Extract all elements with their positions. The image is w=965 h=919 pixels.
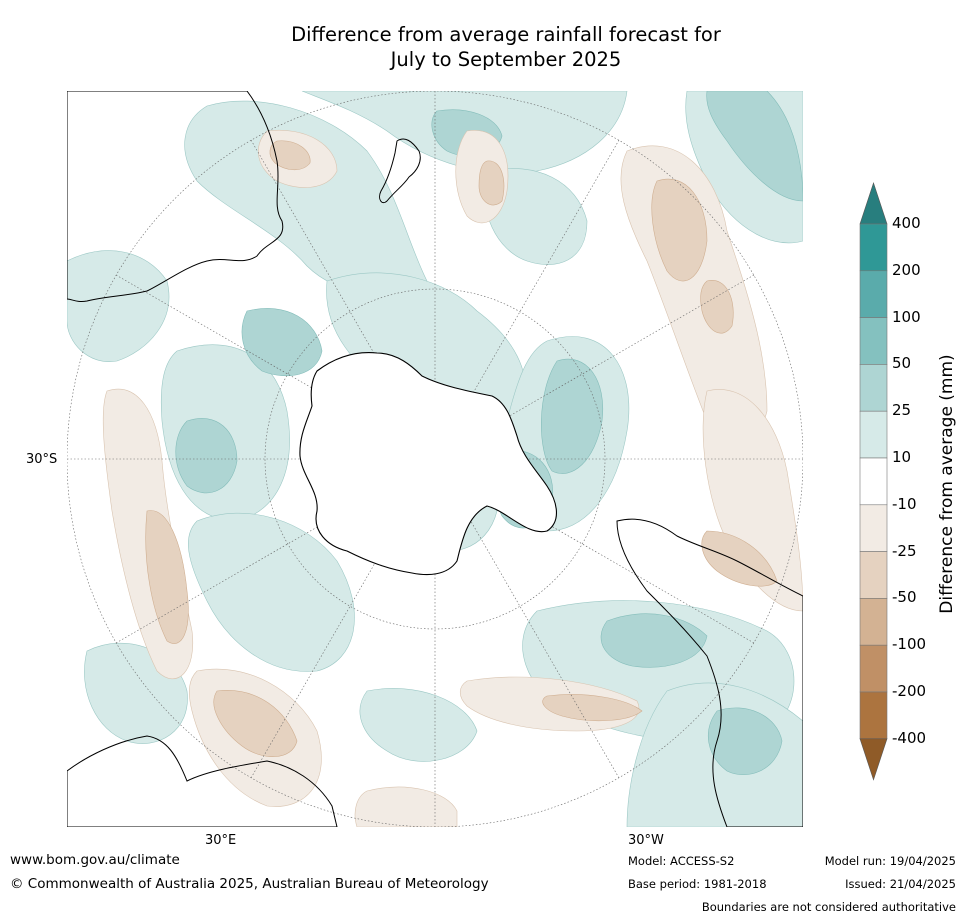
footer-copyright: © Commonwealth of Australia 2025, Austra… [10,876,489,892]
colorbar-tick-label: -200 [892,682,927,700]
colorbar-tick-label: 50 [892,354,912,373]
colorbar-tick-label: -400 [892,728,927,747]
colorbar-segment [859,691,888,740]
wet-anomaly-50 [175,91,803,775]
title-line-2: July to September 2025 [390,48,622,71]
colorbar-tick-label: -100 [892,635,927,654]
colorbar-segment [859,223,888,272]
lat-label-30s: 30°S [26,452,58,467]
colorbar-segment [859,410,888,459]
colorbar-tick-label: 200 [892,260,921,279]
colorbar-extend-bottom [859,738,888,781]
colorbar-segment [859,457,888,506]
colorbar-segment [859,504,888,552]
colorbar-segment [859,364,888,412]
footer-model: Model: ACCESS-S2 [628,854,735,868]
new-zealand-outline [379,138,421,204]
colorbar-segment [859,598,888,646]
map-title: Difference from average rainfall forecas… [67,22,945,72]
dry-anomaly-50 [145,140,778,757]
colorbar-title: Difference from average (mm) [937,354,957,614]
australia-outline [67,91,284,303]
title-line-1: Difference from average rainfall forecas… [291,23,721,46]
footer-base-period: Base period: 1981-2018 [628,877,767,891]
colorbar-segment [859,551,888,599]
colorbar-tick-label: 10 [892,448,912,466]
footer-issued: Issued: 21/04/2025 [845,877,956,891]
rainfall-map [67,91,803,827]
colorbar-segment [859,317,888,365]
footer-disclaimer: Boundaries are not considered authoritat… [701,900,956,914]
colorbar-tick-label: -50 [892,588,917,607]
colorbar-tick-label: -25 [892,541,917,560]
colorbar-tick-label: 25 [892,401,912,420]
colorbar-tick-label: -10 [892,494,917,513]
footer-url[interactable]: www.bom.gov.au/climate [10,852,180,868]
africa-outline [67,735,338,827]
colorbar [859,182,888,781]
colorbar-tick-label: 100 [892,307,921,326]
footer-model-run: Model run: 19/04/2025 [824,854,956,868]
colorbar-tick-label: 400 [892,214,921,232]
lon-label-30e: 30°E [205,833,237,848]
lon-label-30w: 30°W [628,833,664,848]
colorbar-extend-top [859,182,888,225]
colorbar-segment [859,644,888,693]
colorbar-segment [859,270,888,318]
south-america-outline [616,518,803,827]
map-svg [67,91,803,827]
antarctica-outline [299,352,557,576]
